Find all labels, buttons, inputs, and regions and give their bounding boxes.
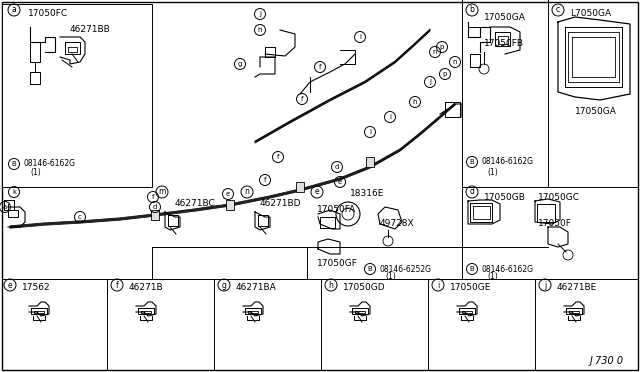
Text: 46271BC: 46271BC [175, 199, 216, 208]
Text: 17050FB: 17050FB [484, 39, 524, 48]
Text: 08146-6252G: 08146-6252G [379, 264, 431, 273]
Text: n: n [452, 59, 457, 65]
Text: h: h [258, 27, 262, 33]
Text: 17050GD: 17050GD [343, 283, 386, 292]
Text: 46271BD: 46271BD [260, 199, 301, 208]
Bar [296, 182, 304, 192]
Text: e: e [338, 179, 342, 185]
Text: g: g [221, 280, 227, 289]
Text: c: c [556, 6, 560, 15]
Text: n: n [244, 187, 250, 196]
Text: g: g [238, 61, 242, 67]
Text: i: i [359, 34, 361, 40]
Text: p: p [440, 44, 444, 50]
Text: L7050GA: L7050GA [570, 10, 611, 19]
Text: h: h [328, 280, 333, 289]
Text: (1): (1) [487, 167, 498, 176]
Text: n: n [433, 49, 437, 55]
Text: 46271BE: 46271BE [557, 283, 597, 292]
Text: i: i [389, 114, 391, 120]
Text: 17050GF: 17050GF [317, 260, 358, 269]
Bar [226, 200, 234, 210]
Text: 08146-6162G: 08146-6162G [23, 160, 75, 169]
Text: 49728X: 49728X [380, 219, 415, 228]
Text: d: d [153, 204, 157, 210]
Text: j: j [544, 280, 546, 289]
Text: 17050GE: 17050GE [450, 283, 492, 292]
Text: a: a [12, 6, 17, 15]
Text: B: B [470, 266, 474, 272]
Text: f: f [152, 194, 154, 200]
Text: e: e [315, 187, 319, 196]
Text: e: e [8, 280, 12, 289]
Text: J 730 0: J 730 0 [590, 356, 624, 366]
Text: (1): (1) [30, 169, 41, 177]
Text: f: f [319, 64, 321, 70]
Text: b: b [470, 6, 474, 15]
Text: m: m [158, 187, 166, 196]
Text: j: j [259, 11, 261, 17]
Text: f: f [276, 154, 279, 160]
Text: f: f [264, 177, 266, 183]
Text: 18316E: 18316E [350, 189, 385, 199]
Text: i: i [437, 280, 439, 289]
Text: f: f [301, 96, 303, 102]
Text: d: d [335, 164, 339, 170]
Text: f: f [116, 280, 118, 289]
Text: p: p [443, 71, 447, 77]
Text: 17050FA: 17050FA [317, 205, 356, 215]
Text: h: h [413, 99, 417, 105]
Text: B: B [470, 159, 474, 165]
Text: k: k [12, 189, 16, 195]
Text: l: l [369, 129, 371, 135]
Bar [366, 157, 374, 167]
Text: 17050GC: 17050GC [538, 192, 580, 202]
Text: B: B [367, 266, 372, 272]
Text: 46271B: 46271B [129, 283, 164, 292]
Text: 08146-6162G: 08146-6162G [481, 264, 533, 273]
Text: 46271BB: 46271BB [70, 26, 111, 35]
Text: 17050GB: 17050GB [484, 192, 526, 202]
Text: j: j [429, 79, 431, 85]
Text: 17050FC: 17050FC [28, 10, 68, 19]
Text: 17050GA: 17050GA [575, 108, 617, 116]
Text: (1): (1) [487, 273, 498, 282]
Bar [151, 210, 159, 220]
Text: 17050F: 17050F [538, 219, 572, 228]
Text: a: a [3, 204, 7, 210]
Text: (1): (1) [385, 273, 396, 282]
Text: c: c [78, 214, 82, 220]
Text: 08146-6162G: 08146-6162G [481, 157, 533, 167]
Text: 17562: 17562 [22, 283, 51, 292]
Text: e: e [226, 191, 230, 197]
Text: d: d [470, 187, 474, 196]
Text: 46271BA: 46271BA [236, 283, 276, 292]
Bar [2, 4, 152, 187]
Text: B: B [12, 161, 17, 167]
Text: 17050GA: 17050GA [484, 13, 526, 22]
